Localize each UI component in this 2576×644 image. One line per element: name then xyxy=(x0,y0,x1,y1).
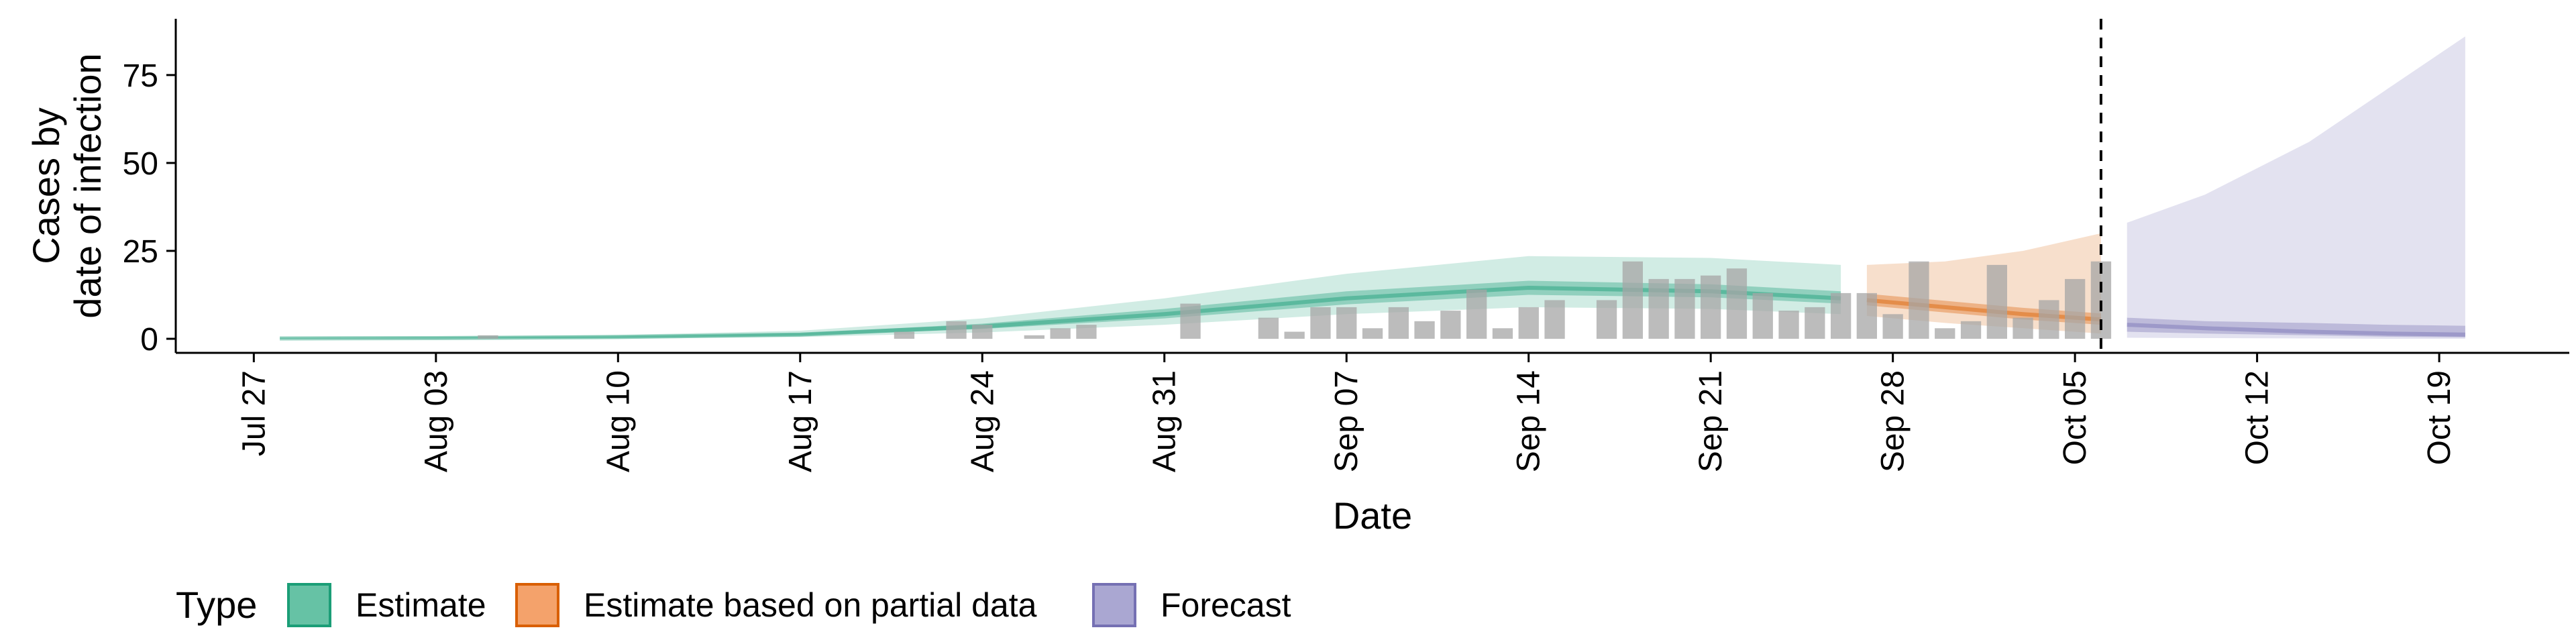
x-tick-label: Sep 21 xyxy=(1693,370,1729,472)
reported-cases-bar xyxy=(1674,278,1695,339)
reported-cases-bar xyxy=(1778,311,1799,339)
estimate-median-line xyxy=(280,285,1841,341)
x-tick-label: Aug 17 xyxy=(783,370,818,472)
axes-group: 0 25 50 75 Jul 27 Aug 03 Aug 10 Aug 17 Aug 24 Aug… xyxy=(123,19,2569,472)
x-tick-label: Aug 24 xyxy=(965,370,1000,472)
reported-cases-bar xyxy=(894,331,915,339)
x-tick-label: Sep 07 xyxy=(1329,370,1364,472)
reported-cases-bar xyxy=(1909,261,1929,339)
estimate-band-90 xyxy=(280,256,1841,339)
legend-item-label: Estimate based on partial data xyxy=(584,586,1037,624)
reported-cases-bar xyxy=(1362,328,1383,339)
y-tick-label: 0 xyxy=(140,322,158,358)
reported-cases-bar xyxy=(1024,335,1044,339)
reported-cases-bar xyxy=(972,325,993,339)
x-tick-label: Oct 05 xyxy=(2057,370,2093,465)
forecast-band-90 xyxy=(2127,36,2465,339)
reported-cases-bar xyxy=(2039,300,2059,339)
reported-cases-bar xyxy=(1544,300,1565,339)
reported-cases-bar xyxy=(1284,331,1305,339)
reported-cases-bar xyxy=(1310,307,1331,339)
reported-cases-bar xyxy=(1336,307,1357,339)
reported-cases-bar xyxy=(1752,292,1773,339)
legend-key-swatch xyxy=(515,583,559,627)
legend: Type Estimate Estimate based on partial da… xyxy=(176,583,1291,627)
reported-cases-bar xyxy=(1856,292,1877,339)
x-tick-label: Sep 28 xyxy=(1876,370,1911,472)
estimate-band-50 xyxy=(280,280,1841,339)
x-axis-title: Date xyxy=(1333,494,1412,537)
y-tick-label: 25 xyxy=(123,234,158,270)
forecast-band-50 xyxy=(2127,317,2465,337)
reported-cases-bar xyxy=(1388,307,1409,339)
y-axis-title-line: date of infection xyxy=(66,53,109,318)
reported-cases-bar xyxy=(1986,264,2007,339)
reported-cases-bar xyxy=(1622,261,1643,339)
reported-cases-bar xyxy=(1258,317,1279,339)
reported-cases-bars xyxy=(478,261,2112,339)
reported-cases-bar xyxy=(1935,328,1955,339)
reported-cases-bar xyxy=(1805,307,1825,339)
x-tick-label: Jul 27 xyxy=(236,370,272,456)
reported-cases-bar xyxy=(946,321,967,339)
reported-cases-bar xyxy=(1440,311,1461,339)
x-tick-label: Aug 31 xyxy=(1147,370,1183,472)
legend-key-swatch xyxy=(1092,583,1136,627)
reported-cases-bar xyxy=(1492,328,1513,339)
y-axis-title: Cases by date of infection xyxy=(25,53,109,318)
x-tick-label: Aug 10 xyxy=(600,370,636,472)
reported-cases-bar xyxy=(1701,275,1721,339)
x-tick-label: Oct 19 xyxy=(2422,370,2457,465)
legend-item-label: Forecast xyxy=(1161,586,1291,624)
legend-item-label: Estimate xyxy=(356,586,486,624)
x-tick-label: Sep 14 xyxy=(1511,370,1547,472)
reported-cases-bar xyxy=(1882,314,1903,339)
x-tick-label: Aug 03 xyxy=(419,370,454,472)
ribbon-layer xyxy=(280,36,2465,341)
reported-cases-bar xyxy=(1518,307,1539,339)
reported-cases-bar xyxy=(1466,289,1487,339)
y-tick-label: 50 xyxy=(123,146,158,182)
reported-cases-bar xyxy=(1414,321,1435,339)
reported-cases-bar xyxy=(1960,321,1982,339)
reported-cases-bar xyxy=(478,335,498,339)
reported-cases-bar xyxy=(1596,300,1617,339)
legend-title: Type xyxy=(176,584,257,626)
reported-cases-bar xyxy=(1180,303,1201,339)
partial-median-line xyxy=(1866,298,2102,322)
reported-cases-bar xyxy=(2065,278,2086,339)
reported-cases-bar xyxy=(2012,317,2033,339)
x-tick-label: Oct 12 xyxy=(2240,370,2275,465)
reported-cases-bar xyxy=(1831,292,1851,339)
reported-cases-bar xyxy=(1050,328,1071,339)
forecast-median-line xyxy=(2127,323,2465,337)
y-tick-label: 75 xyxy=(123,58,158,94)
y-axis-title-line: Cases by xyxy=(25,107,67,264)
legend-key-swatch xyxy=(287,583,331,627)
reported-cases-bar xyxy=(1076,325,1097,339)
reported-cases-bar xyxy=(1726,268,1748,339)
reported-cases-bar xyxy=(1648,278,1669,339)
